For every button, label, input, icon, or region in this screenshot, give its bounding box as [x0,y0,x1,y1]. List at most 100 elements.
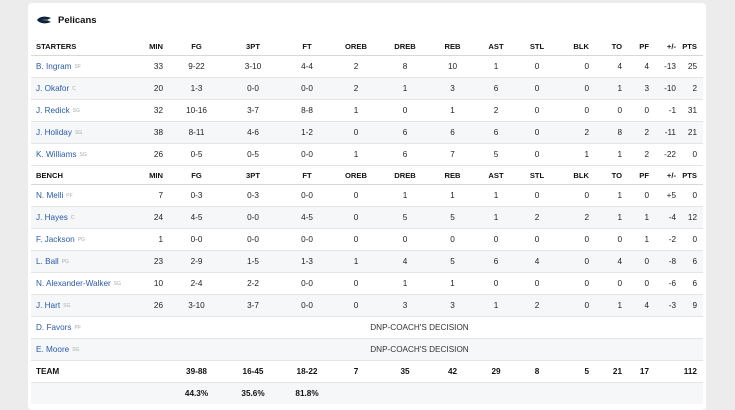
stat-cell: 1 [380,77,430,100]
player-name-cell: J. Hayes C [31,206,136,229]
column-header: OREB [332,165,380,185]
stat-cell: 38 [136,121,169,144]
column-header: AST [475,165,517,185]
player-row: N. Alexander-Walker SG 10 2-4 2-2 0-0 0 1 1 0 0 0 0 0… [31,272,703,295]
player-row: J. Redick SG 32 10-16 3-7 8-8 1 0 1 2 0 0 0 0 -1 31 [31,99,703,122]
stat-cell: 3-7 [224,294,282,317]
player-link[interactable]: N. Melli [36,191,64,200]
stat-cell: 1 [595,294,628,317]
stat-cell: 25 [682,55,703,78]
player-link[interactable]: F. Jackson [36,235,75,244]
column-header: PF [628,37,655,56]
player-name-cell: J. Hart SG [31,294,136,317]
stat-cell: 0 [682,228,703,251]
player-position: SF [74,64,81,70]
player-link[interactable]: K. Williams [36,150,77,159]
stat-cell: 3 [430,294,475,317]
stat-cell: 1-3 [282,250,332,273]
stat-cell: 0-5 [169,143,224,166]
stat-cell: 20 [136,77,169,100]
player-link[interactable]: E. Moore [36,345,70,354]
stat-cell: -1 [655,99,682,122]
stat-cell: +5 [655,184,682,207]
stat-cell: 1 [332,250,380,273]
stat-cell: 2 [517,294,557,317]
stat-cell: 5 [430,206,475,229]
column-header: FG [169,165,224,185]
player-link[interactable]: J. Hart [36,301,61,310]
team-totals-row: TEAM 39-88 16-45 18-22 7 35 42 29 8 5 21 17 112 [31,360,703,383]
stat-cell: 0 [430,228,475,251]
stat-cell: 3 [628,77,655,100]
column-header: FG [169,37,224,56]
player-position: C [70,215,75,221]
stat-cell: 0-0 [224,77,282,100]
total-cell [655,360,682,383]
stat-cell: 2 [682,77,703,100]
percentage-cell: 44.3% [169,382,224,404]
column-header: MIN [136,165,169,185]
stat-cell: 0 [595,99,628,122]
total-cell: 29 [475,360,517,383]
total-cell: 39-88 [169,360,224,383]
column-header: +/- [655,165,682,185]
stat-cell: 2 [332,55,380,78]
player-position: SG [79,152,87,158]
player-link[interactable]: J. Redick [36,106,70,115]
stat-cell: 1 [475,184,517,207]
stat-cell: 6 [475,77,517,100]
player-position: SG [72,347,80,353]
stat-cell: 1 [595,184,628,207]
dnp-reason: DNP-COACH'S DECISION [136,316,703,339]
stat-cell: 0-0 [282,272,332,295]
stat-cell: 3 [380,294,430,317]
stat-cell: 1 [475,206,517,229]
empty-cell [557,382,595,404]
stat-cell: 1 [595,206,628,229]
player-link[interactable]: J. Holiday [36,128,72,137]
stat-cell: 0 [628,184,655,207]
stat-cell: 1 [136,228,169,251]
stat-cell: 0 [682,143,703,166]
column-header: FT [282,165,332,185]
stat-cell: -3 [655,294,682,317]
stat-cell: 4 [595,55,628,78]
empty-cell [595,382,628,404]
stat-cell: 12 [682,206,703,229]
team-name: Pelicans [58,14,97,26]
stat-cell: 1-2 [282,121,332,144]
stat-cell: 8-8 [282,99,332,122]
stat-cell: 0-0 [169,228,224,251]
stat-cell: 24 [136,206,169,229]
player-link[interactable]: J. Okafor [36,84,70,93]
stat-cell: 2 [475,99,517,122]
stat-cell: 0 [628,272,655,295]
player-row: J. Holiday SG 38 8-11 4-6 1-2 0 6 6 6 0 2 8 2 -11 21 [31,121,703,144]
empty-cell [517,382,557,404]
player-link[interactable]: J. Hayes [36,213,68,222]
player-position: SG [113,281,122,287]
column-header: OREB [332,37,380,56]
boxscore-table: STARTERS MIN FG 3PT FT OREB DREB REB AST STL BLK TO… [31,37,703,404]
stat-cell: -6 [655,272,682,295]
stat-cell: 5 [430,250,475,273]
total-cell: 8 [517,360,557,383]
column-header: PTS [682,37,703,56]
empty-cell [655,382,682,404]
player-link[interactable]: D. Favors [36,323,72,332]
team-percentages-row: 44.3% 35.6% 81.8% [31,382,703,404]
total-cell: 18-22 [282,360,332,383]
stat-cell: 4 [628,55,655,78]
stat-cell: 0-0 [282,77,332,100]
player-link[interactable]: N. Alexander-Walker [36,279,111,288]
player-link[interactable]: B. Ingram [36,62,72,71]
stat-cell: 0 [557,184,595,207]
stat-cell: 0 [517,184,557,207]
player-link[interactable]: L. Ball [36,257,59,266]
column-header: 3PT [224,37,282,56]
stat-cell: 0-5 [224,143,282,166]
column-header: STARTERS [31,37,136,56]
stat-cell: 0 [332,294,380,317]
empty-cell [380,382,430,404]
boxscore-card: Pelicans STARTERS MIN FG 3PT FT OREB DREB REB AS… [28,3,706,410]
